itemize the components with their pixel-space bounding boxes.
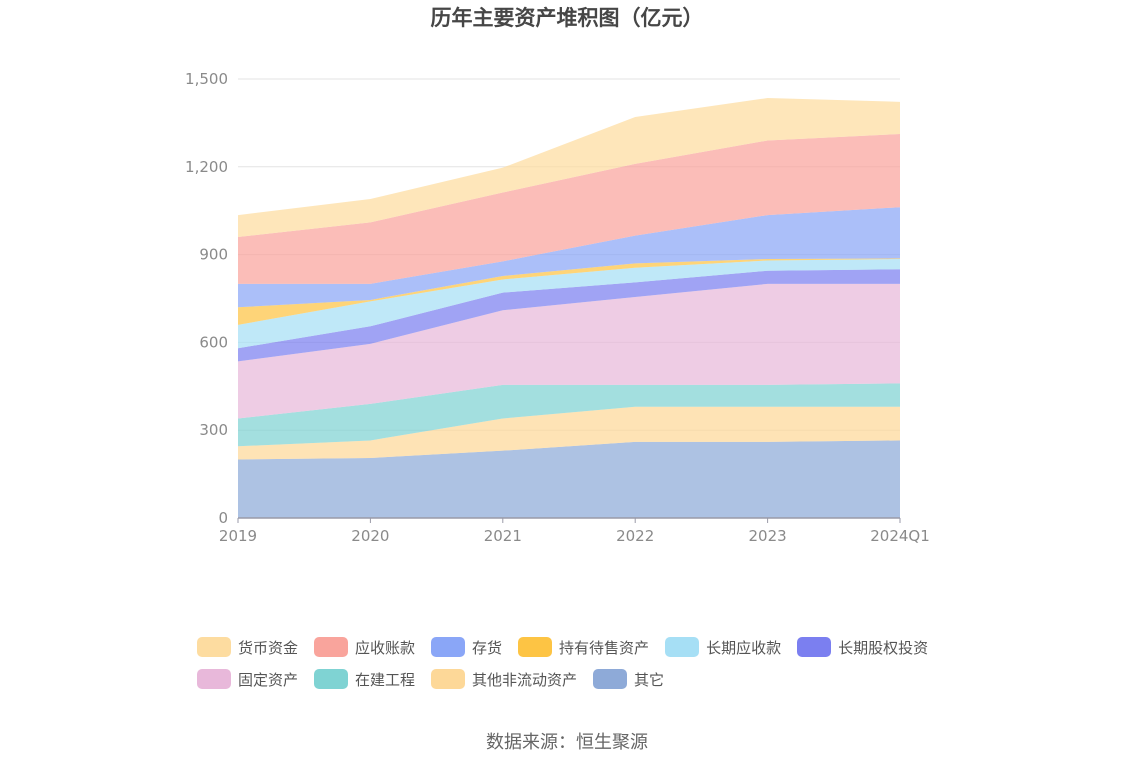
x-tick-label: 2019 <box>219 527 257 545</box>
x-tick-label: 2024Q1 <box>870 527 930 545</box>
legend-swatch <box>431 637 466 657</box>
area-持有待售资产 <box>238 258 900 325</box>
area-长期应收款 <box>238 258 900 349</box>
y-tick-label: 900 <box>199 246 228 264</box>
area-存货 <box>238 207 900 308</box>
legend-swatch <box>797 637 832 657</box>
x-tick-label: 2020 <box>351 527 389 545</box>
legend-item[interactable]: 存货 <box>431 637 502 658</box>
legend-label: 其他非流动资产 <box>472 670 578 689</box>
area-应收账款 <box>238 134 900 284</box>
area-其他非流动资产 <box>238 406 900 460</box>
legend-swatch <box>197 669 231 689</box>
legend-label: 存货 <box>472 638 503 657</box>
legend-swatch <box>593 669 628 689</box>
legend-label: 长期股权投资 <box>838 638 929 657</box>
legend-swatch <box>314 637 349 657</box>
legend-label: 固定资产 <box>238 670 299 689</box>
legend-swatch <box>518 637 553 657</box>
y-tick-label: 1,500 <box>185 70 228 88</box>
axes: 0 300 600 900 1,200 1,500 2019 2020 2021 2022 2023… <box>185 70 930 545</box>
area-series <box>238 98 900 518</box>
legend-swatch <box>197 637 231 657</box>
legend-label: 应收账款 <box>355 638 416 657</box>
legend-item[interactable]: 长期股权投资 <box>797 637 928 658</box>
x-tick-label: 2022 <box>616 527 654 545</box>
legend-label: 货币资金 <box>238 638 299 657</box>
legend-item[interactable]: 应收账款 <box>314 637 415 658</box>
area-在建工程 <box>238 383 900 447</box>
legend-label: 持有待售资产 <box>559 638 650 657</box>
area-货币资金 <box>238 98 900 238</box>
area-长期股权投资 <box>238 269 900 362</box>
y-tick-label: 300 <box>199 421 228 439</box>
legend: 货币资金 应收账款 存货 持有待售资产 长期应收款 长期股权投资固定资产 在建工程 其他非流动… <box>197 631 977 695</box>
legend-swatch <box>314 669 349 689</box>
legend-item[interactable]: 其它 <box>593 669 664 690</box>
chart-plot: 0 300 600 900 1,200 1,500 2019 2020 2021 2022 2023… <box>185 70 930 545</box>
legend-item[interactable]: 在建工程 <box>314 669 415 690</box>
area-其它 <box>238 440 900 518</box>
legend-label: 其它 <box>634 670 665 689</box>
legend-label: 在建工程 <box>355 670 416 689</box>
legend-row: 货币资金 应收账款 存货 持有待售资产 长期应收款 长期股权投资 <box>197 631 977 663</box>
data-source: 数据来源：恒生聚源 <box>486 732 648 753</box>
legend-item[interactable]: 其他非流动资产 <box>431 669 577 690</box>
y-tick-label: 600 <box>199 333 228 351</box>
legend-item[interactable]: 持有待售资产 <box>518 637 649 658</box>
legend-swatch <box>665 637 700 657</box>
legend-item[interactable]: 货币资金 <box>197 637 298 658</box>
legend-item[interactable]: 长期应收款 <box>665 637 781 658</box>
x-tick-label: 2023 <box>749 527 787 545</box>
x-tick-label: 2021 <box>484 527 522 545</box>
y-tick-label: 1,200 <box>185 158 228 176</box>
legend-row: 固定资产 在建工程 其他非流动资产 其它 <box>197 663 977 695</box>
y-tick-label: 0 <box>218 509 228 527</box>
area-固定资产 <box>238 283 900 419</box>
legend-swatch <box>431 669 466 689</box>
chart-title: 历年主要资产堆积图（亿元） <box>430 6 704 30</box>
legend-item[interactable]: 固定资产 <box>197 669 298 690</box>
legend-label: 长期应收款 <box>706 638 782 657</box>
